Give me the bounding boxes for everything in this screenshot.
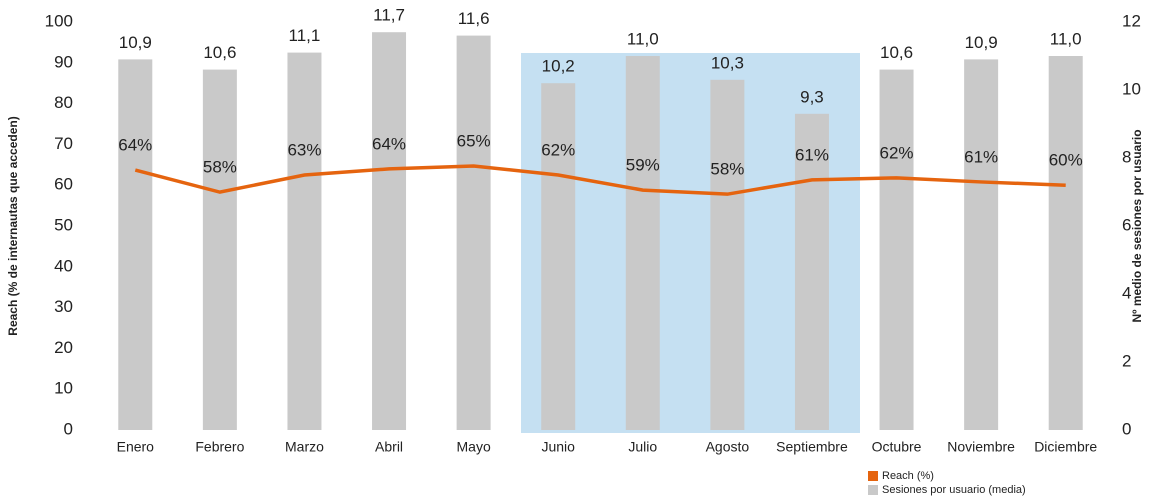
x-tick-label: Julio [628, 439, 657, 455]
line-value-label: 64% [372, 134, 406, 153]
y2-tick-label: 12 [1122, 11, 1141, 30]
line [134, 164, 1066, 196]
line-value-label: 62% [541, 140, 575, 159]
x-tick-label: Noviembre [947, 439, 1015, 455]
y-tick-label: 20 [54, 338, 73, 357]
bar-value-label: 10,6 [880, 43, 913, 62]
bar-value-label: 11,6 [458, 9, 490, 28]
x-tick-label: Enero [117, 439, 155, 455]
y-tick-label: 40 [54, 256, 73, 275]
line-value-label: 59% [626, 156, 660, 175]
y-tick-label: 30 [54, 297, 73, 316]
x-tick-label: Diciembre [1034, 439, 1097, 455]
x-tick-label: Junio [541, 439, 575, 455]
y-tick-label: 100 [45, 11, 73, 30]
bar-value-label: 10,3 [711, 53, 744, 72]
bar [794, 113, 829, 431]
bar [710, 79, 745, 431]
bar-value-label: 10,9 [965, 33, 998, 52]
line-value-label: 62% [880, 143, 914, 162]
x-tick-label: Abril [375, 439, 403, 455]
y-tick-label: 70 [54, 134, 73, 153]
y2-tick-label: 8 [1122, 147, 1131, 166]
line-value-label: 63% [287, 140, 321, 159]
bar [456, 35, 491, 430]
bar [372, 32, 407, 430]
y-tick-label: 90 [54, 52, 73, 71]
legend-label: Sesiones por usuario (media) [882, 484, 1026, 496]
bar [287, 52, 322, 430]
bar [964, 59, 999, 431]
y-tick-label: 50 [54, 215, 73, 234]
bar-value-label: 10,9 [119, 33, 152, 52]
line-value-label: 65% [457, 132, 491, 151]
y2-axis-title: Nº medio de sesiones por usuario [1130, 129, 1144, 322]
x-tick-label: Marzo [285, 439, 324, 455]
line-value-label: 60% [1049, 151, 1083, 170]
bar [625, 56, 660, 430]
line-value-label: 61% [795, 145, 829, 164]
bar [879, 69, 914, 430]
bar [541, 83, 576, 430]
bar-value-label: 11,7 [373, 6, 405, 25]
x-tick-label: Agosto [706, 439, 750, 455]
line-value-label: 64% [118, 136, 152, 155]
bar-value-label: 11,0 [1050, 29, 1082, 48]
y2-tick-label: 4 [1122, 283, 1131, 302]
bar-value-label: 11,1 [289, 26, 321, 45]
y2-tick-label: 0 [1122, 419, 1131, 438]
legend-swatch [868, 485, 878, 495]
line-value-label: 58% [710, 160, 744, 179]
y-tick-label: 10 [54, 379, 73, 398]
y-tick-label: 0 [64, 419, 73, 438]
bar-value-label: 9,3 [800, 87, 824, 106]
bar-value-label: 10,2 [542, 57, 575, 76]
x-tick-label: Mayo [457, 439, 491, 455]
line-value-label: 61% [964, 147, 998, 166]
y2-tick-label: 6 [1122, 215, 1131, 234]
x-tick-label: Septiembre [776, 439, 848, 455]
y-axis-title: Reach (% de internautas que acceden) [6, 116, 20, 335]
y-tick-label: 80 [54, 93, 73, 112]
line-value-label: 58% [203, 158, 237, 177]
bar [118, 59, 153, 431]
y2-tick-label: 2 [1122, 351, 1131, 370]
bar [1048, 56, 1083, 430]
y-tick-label: 60 [54, 175, 73, 194]
bar-value-label: 10,6 [203, 43, 236, 62]
bar-value-label: 11,0 [627, 29, 659, 48]
y2-tick-label: 10 [1122, 79, 1141, 98]
x-tick-label: Febrero [195, 439, 244, 455]
legend-label: Reach (%) [882, 470, 934, 482]
legend-swatch [868, 471, 878, 481]
bar [202, 69, 237, 430]
x-tick-label: Octubre [872, 439, 922, 455]
